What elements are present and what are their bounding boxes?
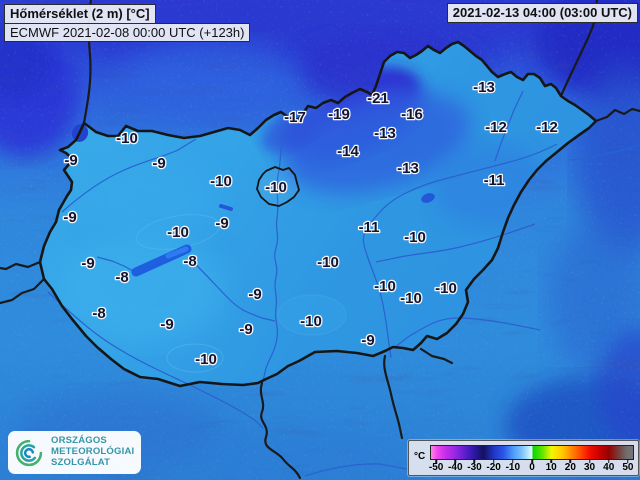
temp-label: -10 xyxy=(400,290,422,307)
legend-tick xyxy=(550,459,552,463)
temp-label: -8 xyxy=(115,269,128,286)
legend-tick-label: -20 xyxy=(486,462,501,473)
rivers xyxy=(47,90,640,477)
temp-label: -10 xyxy=(167,224,189,241)
temp-label: -9 xyxy=(248,286,261,303)
legend-tick-label: -40 xyxy=(448,462,463,473)
tisza-river xyxy=(362,143,558,359)
model-run-label: ECMWF 2021-02-08 00:00 UTC (+123h) xyxy=(4,22,251,43)
legend-tick-label: 0 xyxy=(529,462,535,473)
legend-tick xyxy=(607,459,610,463)
omsz-logo-text: ORSZÁGOS METEOROLÓGIAI SZOLGÁLAT xyxy=(51,435,135,469)
legend-unit-label: °C xyxy=(414,451,426,462)
sio-river xyxy=(189,258,276,322)
temp-label: -12 xyxy=(536,119,558,136)
legend-tick xyxy=(512,459,514,463)
temp-label: -9 xyxy=(160,316,173,333)
legend-tick xyxy=(588,459,591,463)
temp-label: -10 xyxy=(317,254,339,271)
legend-tick-label: 30 xyxy=(583,462,596,473)
maros-river xyxy=(393,317,541,349)
legend-tick xyxy=(569,459,572,463)
koros-river xyxy=(375,223,536,263)
legend-tick-label: 10 xyxy=(545,462,557,473)
temp-label: -9 xyxy=(361,332,374,349)
border-ro-rs xyxy=(419,347,454,365)
border-tisza-south xyxy=(383,354,404,440)
temp-label: -17 xyxy=(284,109,306,126)
danube-river xyxy=(262,125,288,382)
legend-tick xyxy=(454,459,457,463)
temp-label: -8 xyxy=(92,305,105,322)
temp-label: -21 xyxy=(367,90,389,107)
lake-tisza xyxy=(421,193,435,203)
raba-river xyxy=(61,138,197,213)
border-hr-rs-danube xyxy=(259,381,302,480)
legend-tick xyxy=(492,459,495,463)
temp-label: -8 xyxy=(183,253,196,270)
legend-tick-label: -10 xyxy=(505,462,521,473)
legend-tick xyxy=(531,459,533,463)
legend-tick-label: 50 xyxy=(622,462,634,473)
border-at-si xyxy=(0,260,42,271)
temp-label: -10 xyxy=(404,229,426,246)
inside-temperature-shading xyxy=(55,68,548,373)
temp-label: -14 xyxy=(337,143,359,160)
valid-time-label: 2021-02-13 04:00 (03:00 UTC) xyxy=(446,3,638,23)
temp-label: -19 xyxy=(328,106,350,123)
temp-label: -10 xyxy=(265,179,287,196)
legend-ticks: -50 -40 -30 -20 -10 0 10 20 30 40 50 xyxy=(428,459,634,475)
color-scale-legend: °C -50 -40 -30 -20 -10 0 10 20 30 40 50 xyxy=(408,440,639,476)
drava-river xyxy=(47,291,264,429)
bodrog-river xyxy=(494,90,524,162)
temp-label: -12 xyxy=(485,119,507,136)
legend-tick-label: -50 xyxy=(428,462,444,473)
lake-velence xyxy=(219,204,233,211)
legend-tick-label: 40 xyxy=(603,462,615,473)
omsz-spiral-icon xyxy=(15,439,43,466)
temp-label: -10 xyxy=(195,351,217,368)
temp-label: -9 xyxy=(64,152,77,169)
lake-balaton-highlight xyxy=(165,246,189,259)
szamos-river xyxy=(569,144,640,161)
logo-line-3: SZOLGÁLAT xyxy=(51,456,111,468)
temp-label: -16 xyxy=(401,106,423,123)
temp-label: -9 xyxy=(215,215,228,232)
budapest-boundary xyxy=(256,166,300,207)
zala-river xyxy=(96,256,134,272)
legend-tick xyxy=(435,459,437,463)
temp-label: -13 xyxy=(397,160,419,177)
sava-river xyxy=(304,463,408,477)
temp-label: -13 xyxy=(473,79,495,96)
temp-label: -9 xyxy=(81,255,94,272)
temp-label: -9 xyxy=(239,321,252,338)
legend-tick-label: 20 xyxy=(564,462,576,473)
legend-gradient-bar xyxy=(430,445,634,460)
temperature-labels: -10-9 -9-10 -10-9 -9-10-9 -8-8-8-9-9-9-10-17… xyxy=(62,78,559,370)
temp-label: -13 xyxy=(374,125,396,142)
temp-label: -11 xyxy=(359,219,380,236)
legend-tick xyxy=(473,459,476,463)
temp-label: -10 xyxy=(300,313,322,330)
temp-label: -9 xyxy=(63,209,76,226)
temp-label: -10 xyxy=(374,278,396,295)
temp-label: -11 xyxy=(484,172,505,189)
legend-tick xyxy=(627,459,629,463)
temp-label: -10 xyxy=(210,173,232,190)
logo-line-2: METEOROLÓGIAI xyxy=(51,446,135,458)
border-si-hr xyxy=(0,277,46,305)
omsz-logo: ORSZÁGOS METEOROLÓGIAI SZOLGÁLAT xyxy=(8,431,141,474)
border-ua-ro xyxy=(594,107,640,123)
title-block: Hőmérséklet (2 m) [°C] ECMWF 2021-02-08 … xyxy=(4,4,251,43)
map-title: Hőmérséklet (2 m) [°C] xyxy=(4,4,156,24)
legend-tick-label: -30 xyxy=(467,462,482,473)
temp-label: -10 xyxy=(435,280,457,297)
logo-line-1: ORSZÁGOS xyxy=(51,435,107,447)
temp-label: -9 xyxy=(152,155,165,172)
temp-label: -10 xyxy=(116,130,138,147)
